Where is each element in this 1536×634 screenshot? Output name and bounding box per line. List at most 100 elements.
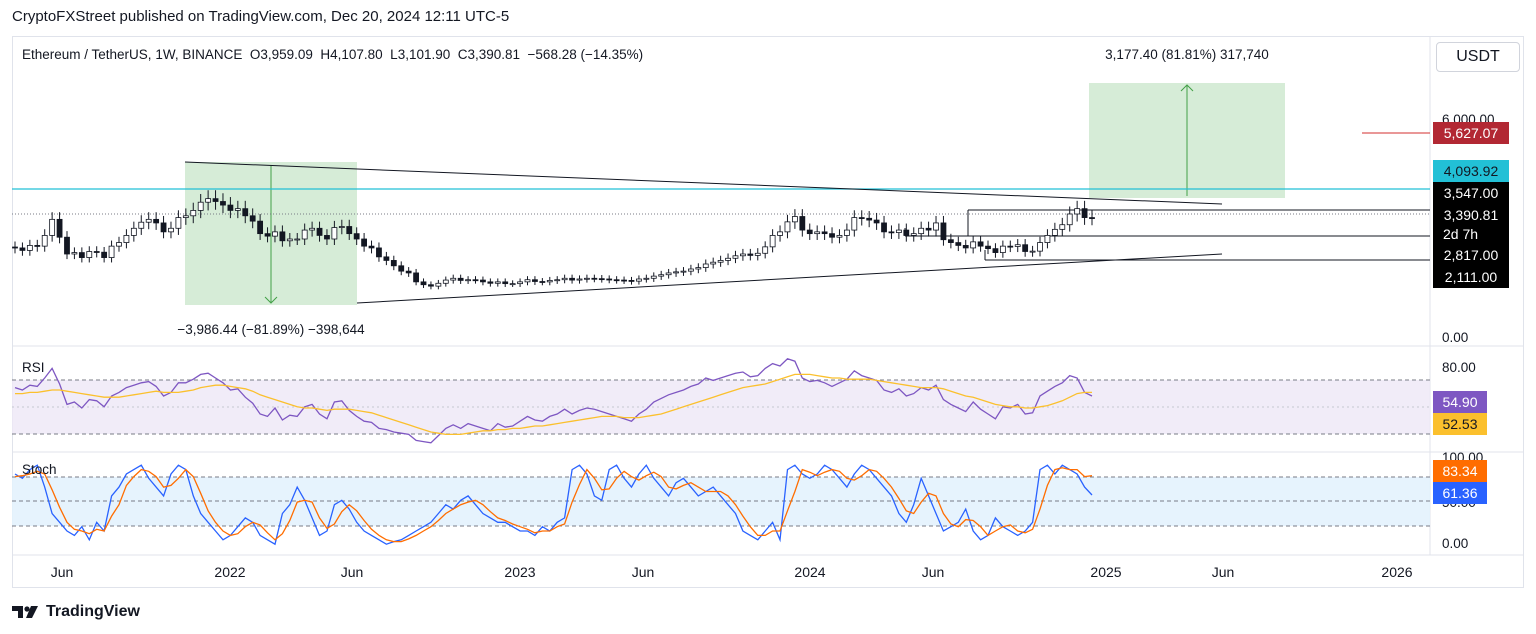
- rsi-value-badge: 54.90: [1433, 391, 1487, 413]
- candle: [472, 276, 479, 284]
- candle: [442, 276, 449, 287]
- short-measure-arrowhead: [264, 296, 278, 304]
- x-tick-label: 2026: [1381, 564, 1412, 580]
- candle: [947, 233, 954, 249]
- candle-body: [999, 245, 1006, 253]
- candle: [955, 236, 962, 252]
- candle-body: [858, 217, 865, 219]
- candle: [108, 240, 115, 263]
- candle-body: [576, 278, 583, 281]
- candle: [457, 274, 464, 284]
- short-measure-label: −3,986.44 (−81.89%) −398,644: [177, 322, 365, 337]
- candle-body: [769, 235, 776, 248]
- currency-button[interactable]: USDT: [1436, 42, 1520, 72]
- candle: [636, 275, 642, 285]
- candle-body: [539, 281, 546, 283]
- candle-body: [108, 245, 115, 258]
- candle: [56, 212, 63, 244]
- symbol-ohlc-line: Ethereum / TetherUS, 1W, BINANCE O3,959.…: [22, 47, 643, 62]
- svg-text:54.90: 54.90: [1442, 394, 1477, 410]
- candle-body: [286, 238, 293, 242]
- candle: [316, 221, 323, 242]
- stoch-d-value-badge: 83.34: [1433, 460, 1487, 482]
- candle-body: [1022, 244, 1029, 252]
- candle-body: [1081, 208, 1088, 218]
- candle: [331, 220, 338, 245]
- candle: [413, 268, 419, 286]
- ascending-trendline: [356, 253, 1223, 304]
- candle-body: [78, 252, 85, 258]
- candle-body: [947, 239, 954, 243]
- svg-text:4,093.92: 4,093.92: [1444, 163, 1499, 179]
- countdown-label: 2d 7h: [1443, 226, 1478, 242]
- candle: [138, 215, 145, 235]
- candle-body: [316, 227, 323, 236]
- candle: [272, 225, 278, 243]
- candle: [1037, 236, 1043, 257]
- candle: [1059, 217, 1066, 236]
- candle: [576, 275, 583, 284]
- candle: [747, 248, 754, 261]
- candle-body: [123, 235, 130, 243]
- candle-body: [636, 278, 642, 282]
- candle-body: [368, 245, 375, 249]
- candle: [93, 246, 100, 258]
- long-measure-arrowhead: [1180, 84, 1194, 92]
- candle: [985, 240, 991, 255]
- candle-body: [457, 277, 464, 281]
- candle-body: [509, 283, 516, 286]
- candle-body: [1014, 244, 1021, 247]
- price-label-3390: 3,390.81 2d 7h: [1433, 204, 1509, 246]
- candle: [546, 276, 553, 286]
- svg-text:3,390.81: 3,390.81: [1444, 207, 1499, 223]
- candle: [212, 190, 219, 210]
- candle-body: [227, 204, 234, 211]
- candle: [970, 236, 977, 254]
- candle-body: [806, 229, 813, 235]
- candle-body: [970, 241, 977, 249]
- candle: [1029, 245, 1036, 257]
- rsi-series-1-line: [15, 373, 1092, 436]
- candle-body: [933, 222, 939, 231]
- candle-body: [346, 226, 353, 235]
- candle-body: [1066, 213, 1073, 226]
- candle: [517, 278, 523, 287]
- candle: [539, 278, 546, 286]
- svg-text:2,111.00: 2,111.00: [1445, 269, 1498, 285]
- candle: [205, 190, 212, 211]
- candle-body: [725, 257, 731, 261]
- candle: [465, 276, 471, 284]
- candle-body: [212, 198, 219, 202]
- candle-body: [116, 242, 122, 247]
- candle-body: [182, 215, 189, 218]
- candle: [435, 279, 442, 290]
- candle-body: [398, 265, 405, 272]
- candle-body: [613, 279, 620, 282]
- candle: [806, 223, 813, 240]
- candle: [353, 227, 360, 245]
- candle-body: [955, 242, 962, 246]
- candle: [584, 274, 590, 283]
- candle-body: [324, 235, 330, 240]
- candle: [145, 212, 152, 230]
- descending-trendline: [184, 161, 1223, 205]
- candle: [130, 221, 137, 242]
- candle-body: [12, 246, 18, 249]
- candle-body: [821, 231, 828, 235]
- candle-body: [309, 227, 316, 231]
- candle: [895, 223, 902, 239]
- candle: [888, 225, 895, 239]
- candle-body: [754, 252, 761, 256]
- candle: [1022, 239, 1029, 257]
- candle: [86, 246, 93, 263]
- candle: [502, 278, 509, 287]
- x-tick-label: 2022: [214, 564, 245, 580]
- candle: [227, 197, 234, 219]
- chart-frame: [12, 36, 1524, 588]
- price-label-2111: 2,111.00: [1433, 266, 1509, 288]
- candle: [264, 227, 271, 243]
- footer: TradingView: [12, 600, 140, 624]
- svg-text:3,547.00: 3,547.00: [1444, 185, 1499, 201]
- stoch-series-1-line: [14, 467, 1093, 543]
